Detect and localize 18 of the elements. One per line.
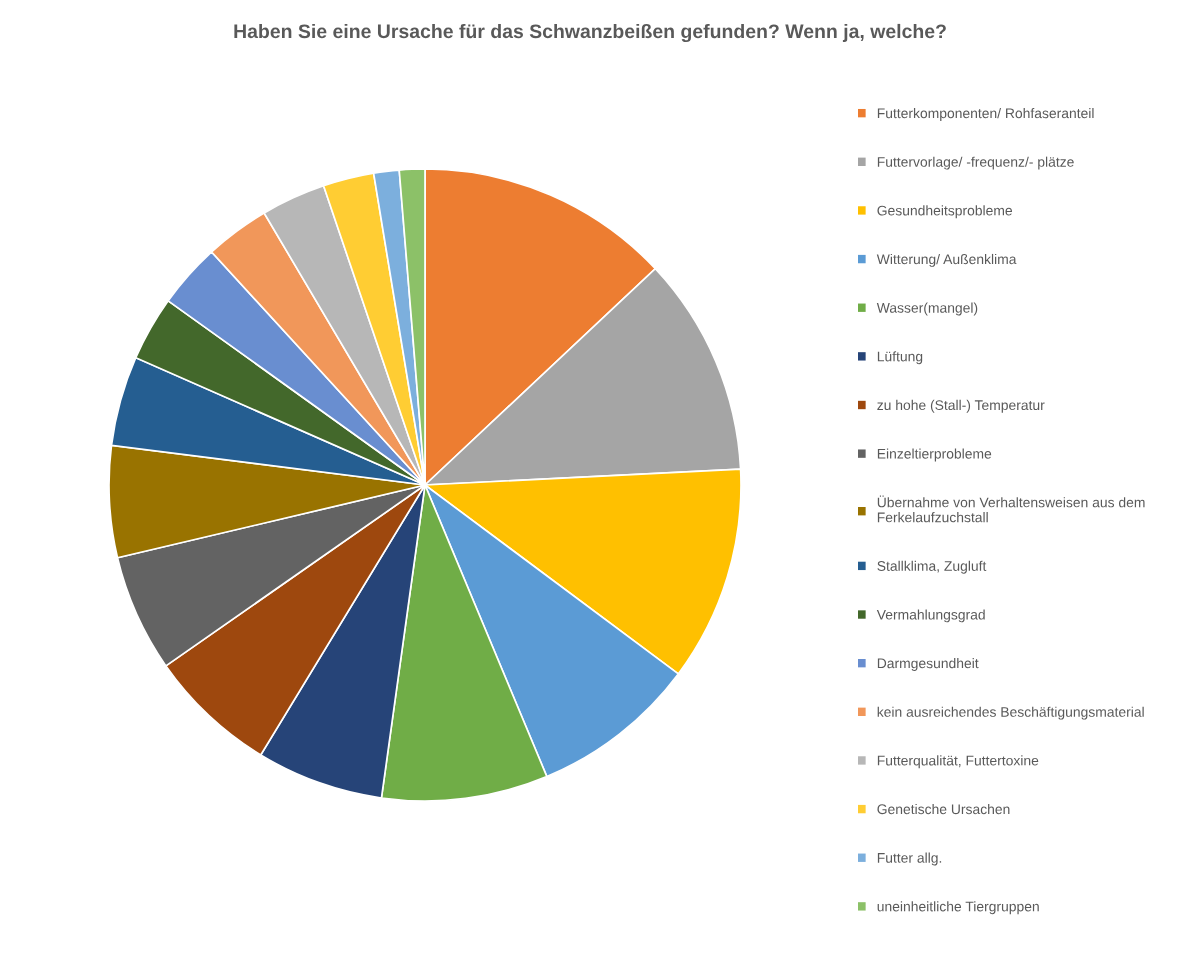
legend-label: Futtervorlage/ -frequenz/- plätze [877,156,1074,170]
legend-label: Witterung/ Außenklima [876,253,1017,267]
legend-label: zu hohe (Stall-) Temperatur [877,399,1045,413]
legend-label: Futterkomponenten/ Rohfaseranteil [877,108,1094,121]
legend-label: uneinheitliche Tiergruppen [877,901,1039,915]
legend-label: Übernahme von Verhaltensweisen aus dem Ferkelaufzuchstall [877,495,1145,523]
legend-label: Gesundheitsprobleme [877,205,1013,219]
legend-label: Lüftung [877,351,923,365]
legend-label: Vermahlungsgrad [876,609,985,623]
legend-label: Genetische Ursachen [877,803,1010,815]
legend-label: Wasser(mangel) [876,302,978,316]
chart-title: Haben Sie eine Ursache für das Schwanzbeißen gefunden? Wenn ja, welche? [234,23,946,43]
legend-label: Stallklima, Zugluft [877,560,987,574]
legend-label: kein ausreichendes Beschäftigungsmaterial [877,706,1144,720]
legend-label: Darmgesundheit [877,658,979,671]
legend-label: Futterqualität, Futtertoxine [877,755,1039,769]
legend-label: Futter allg. [877,852,942,866]
legend-label: Einzeltierprobleme [877,448,992,462]
